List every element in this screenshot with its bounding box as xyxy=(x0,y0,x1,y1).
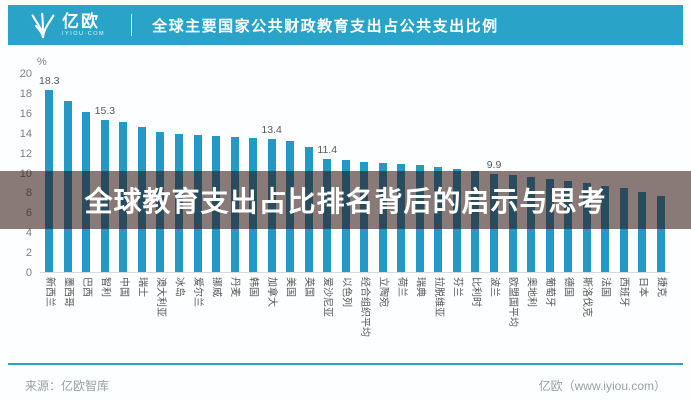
bar-value-label: 15.3 xyxy=(94,104,116,117)
bar-value-label: 13.4 xyxy=(261,123,282,136)
x-axis-label: 新西兰 xyxy=(43,277,55,307)
x-axis-label: 葡萄牙 xyxy=(544,277,556,307)
y-axis-tick: 4 xyxy=(25,227,32,240)
x-axis-labels: 新西兰 墨西哥 巴西 智利 中国 瑞士 澳大利亚 冰岛 爱尔兰 挪威 丹麦 韩国 加拿大 美国 英国 爱沙尼亚… xyxy=(40,277,670,369)
y-axis-unit: % xyxy=(37,56,47,68)
headline-text: 全球教育支出占比排名背后的启示与思考 xyxy=(84,186,607,217)
x-axis-label: 冰岛 xyxy=(173,277,185,297)
y-axis-tick: 12 xyxy=(19,147,32,160)
x-axis-label: 西班牙 xyxy=(618,277,630,307)
x-axis-label: 澳大利亚 xyxy=(154,277,166,317)
iyiou-logo-icon xyxy=(31,12,55,39)
y-axis-tick: 20 xyxy=(19,68,32,80)
iyiou-logo: 亿欧 IYIOU·COM xyxy=(30,11,105,39)
y-axis-tick: 16 xyxy=(19,107,32,120)
header-divider xyxy=(131,14,133,36)
x-axis-label: 加拿大 xyxy=(266,277,278,307)
y-axis-tick: 0 xyxy=(25,267,32,279)
source-label: 来源：亿欧智库 xyxy=(25,379,110,393)
x-axis-label: 巴西 xyxy=(80,277,92,297)
bar xyxy=(656,196,665,272)
x-axis-label: 墨西哥 xyxy=(62,277,74,307)
x-axis-label: 德国 xyxy=(562,277,574,297)
x-axis-label: 捷克 xyxy=(655,277,667,297)
iyiou-logo-text: 亿欧 IYIOU·COM xyxy=(62,13,105,38)
x-axis-label: 英国 xyxy=(303,277,315,297)
bar-value-label: 11.4 xyxy=(317,143,338,156)
x-axis-label: 波兰 xyxy=(488,277,500,297)
x-axis-label: 中国 xyxy=(117,277,129,297)
x-axis-label: 欧盟国平均 xyxy=(507,277,519,327)
y-axis-tick: 14 xyxy=(19,127,32,140)
header-bar: 亿欧 IYIOU·COM 全球主要国家公共财政教育支出占公共支出比例 xyxy=(8,5,683,45)
bar-column xyxy=(596,74,615,272)
x-axis-label: 爱尔兰 xyxy=(192,277,204,307)
x-axis-label: 以色列 xyxy=(340,277,352,307)
site-label: 亿欧（www.iyiou.com） xyxy=(538,379,666,393)
x-axis-label: 瑞典 xyxy=(414,277,426,297)
logo-cn-label: 亿欧 xyxy=(62,11,100,31)
headline-banner-overlay: 全球教育支出占比排名背后的启示与思考 xyxy=(0,171,691,229)
x-axis-label: 立陶宛 xyxy=(377,277,389,307)
x-axis-label: 爱沙尼亚 xyxy=(321,277,333,317)
x-axis-label: 奥地利 xyxy=(525,277,537,307)
x-axis-label: 经合组织平均 xyxy=(358,277,370,337)
x-axis-label: 比利时 xyxy=(469,277,481,307)
x-axis-label: 美国 xyxy=(284,277,296,297)
x-axis-label: 丹麦 xyxy=(229,277,241,297)
x-axis-label: 斯洛伐克 xyxy=(581,277,593,317)
x-axis-label: 日本 xyxy=(636,277,648,297)
x-axis-label: 法国 xyxy=(599,277,611,297)
footer-accent-line xyxy=(8,363,683,365)
bar xyxy=(601,186,610,272)
bar-column xyxy=(614,74,633,272)
x-axis-label: 挪威 xyxy=(210,277,222,297)
x-axis-label: 拉脱维亚 xyxy=(432,277,444,317)
y-axis-tick: 18 xyxy=(19,87,32,100)
logo-en-label: IYIOU·COM xyxy=(62,30,106,37)
x-axis-label: 荷兰 xyxy=(395,277,407,297)
x-axis-label: 韩国 xyxy=(247,277,259,297)
bar-column xyxy=(652,74,671,272)
x-axis-label: 智利 xyxy=(99,277,111,297)
bar-value-label: 9.9 xyxy=(486,158,502,171)
bar-column xyxy=(633,74,652,272)
x-axis-label: 瑞士 xyxy=(136,277,148,297)
bar xyxy=(619,188,628,272)
bar xyxy=(638,192,647,272)
x-axis-label: 芬兰 xyxy=(451,277,463,297)
y-axis-tick: 2 xyxy=(25,247,32,260)
bar-value-label: 18.3 xyxy=(39,74,60,87)
chart-title: 全球主要国家公共财政教育支出占公共支出比例 xyxy=(152,17,499,35)
